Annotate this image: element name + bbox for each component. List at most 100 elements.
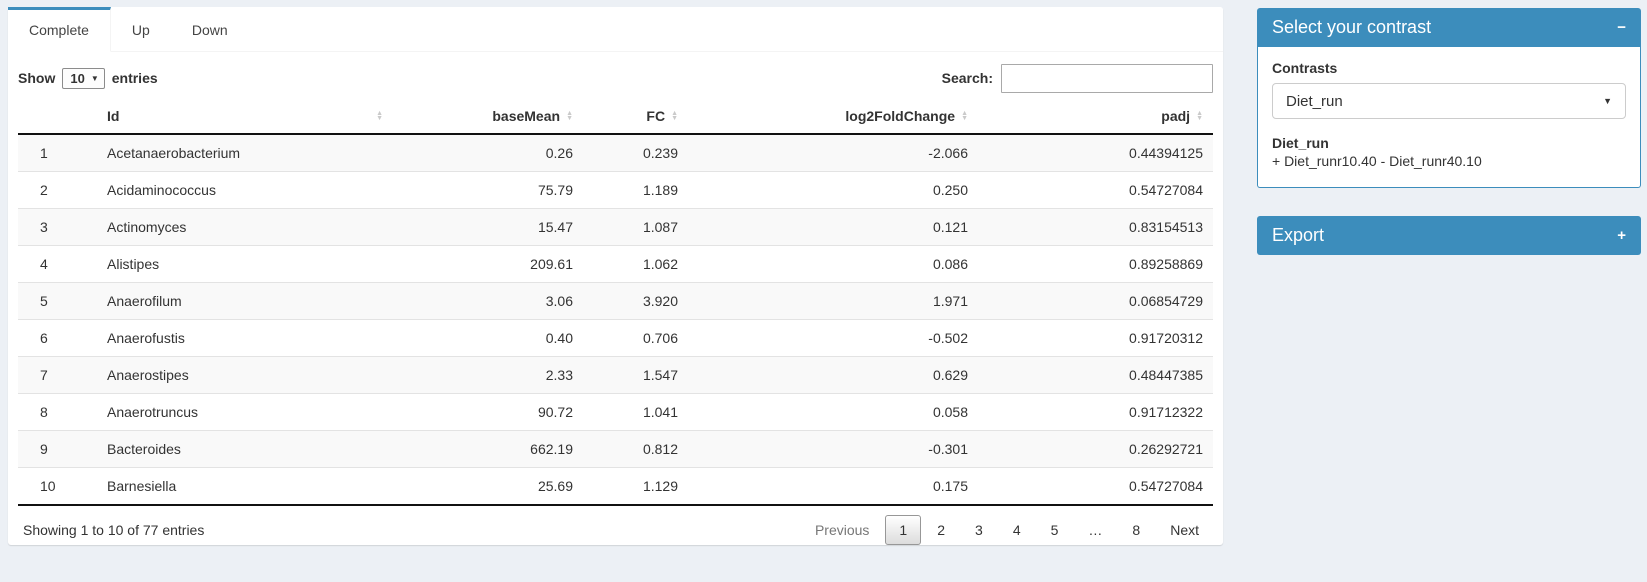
export-panel-header: Export + — [1257, 216, 1641, 255]
page-length-control: Show 10 ▼ entries — [18, 67, 158, 89]
pagination-next[interactable]: Next — [1170, 522, 1199, 538]
cell-fc: 0.239 — [642, 145, 678, 161]
sort-icon: ▲ ▼ — [671, 110, 678, 122]
cell-padj: 0.48447385 — [978, 356, 1213, 394]
cell-log2fc: 0.121 — [688, 208, 978, 246]
header-padj-label: padj — [1161, 108, 1191, 124]
table-row: 4 Alistipes 209.61 1.062 0.086 0.89258869 — [18, 245, 1213, 283]
td-index: 1 — [40, 145, 48, 161]
cell-id: Alistipes — [93, 245, 393, 283]
cell-id: Actinomyces — [93, 208, 393, 246]
table-row: 3 Actinomyces 15.47 1.087 0.121 0.83154513 — [18, 208, 1213, 246]
pagination-page-2[interactable]: 2 — [937, 522, 946, 538]
header-padj[interactable]: padj ▲ ▼ — [978, 99, 1213, 135]
pagination-page-3[interactable]: 3 — [975, 522, 983, 538]
table-body: 1 Acetanaerobacterium 0.26 0.239 -2.066 0.443… — [18, 134, 1213, 505]
cell-id: Acidaminococcus — [93, 171, 393, 209]
search-input[interactable] — [1001, 63, 1213, 93]
cell-basemean: 209.61 — [393, 245, 583, 283]
cell-id: Anaerofilum — [93, 282, 393, 320]
cell-log2fc: 0.175 — [688, 467, 978, 505]
cell-log2fc: -2.066 — [928, 145, 968, 161]
show-label: Show — [18, 70, 56, 86]
cell-log2fc: 0.250 — [688, 171, 978, 209]
pagination-page-4[interactable]: 4 — [1012, 522, 1021, 538]
contrasts-label: Contrasts — [1272, 60, 1338, 76]
results-table: Id ▲ ▼ baseMean ▲ ▼ FC ▲ ▼ — [18, 99, 1213, 506]
export-panel: Export + — [1257, 216, 1641, 255]
cell-log2fc: -0.301 — [688, 430, 978, 468]
cell-padj: 0.83154513 — [978, 208, 1213, 246]
cell-log2fc: 0.629 — [688, 356, 978, 394]
td-index: 3 — [18, 208, 93, 246]
pagination-pages: 1 2 3 4 5 … 8 — [883, 515, 1154, 545]
cell-log2fc: 1.971 — [688, 282, 978, 320]
results-card: Complete Up Down Show 10 ▼ entries Searc… — [8, 7, 1223, 545]
table-row: 5 Anaerofilum 3.06 3.920 1.971 0.06854729 — [18, 282, 1213, 320]
cell-basemean: 0.40 — [393, 319, 583, 357]
header-basemean-label: baseMean — [492, 108, 561, 124]
search-label: Search: — [941, 70, 993, 86]
cell-id: Anaerostipes — [93, 356, 393, 394]
table-info: Showing 1 to 10 of 77 entries — [23, 522, 205, 538]
contrast-panel-title: Select your contrast — [1272, 17, 1432, 37]
tab-up[interactable]: Up — [131, 22, 150, 38]
table-row: 9 Bacteroides 662.19 0.812 -0.301 0.26292721 — [18, 430, 1213, 468]
page-length-value: 10 — [70, 70, 85, 86]
contrast-detail-name: Diet_run — [1272, 135, 1329, 151]
header-log2fc[interactable]: log2FoldChange ▲ ▼ — [688, 99, 978, 135]
td-index: 6 — [18, 319, 93, 357]
results-tabbar: Complete Up Down — [8, 7, 1223, 52]
header-fc[interactable]: FC ▲ ▼ — [583, 99, 688, 135]
table-row: 1 Acetanaerobacterium 0.26 0.239 -2.066 0.443… — [18, 134, 1213, 172]
cell-fc: 1.041 — [583, 393, 688, 431]
expand-icon[interactable]: + — [1617, 227, 1626, 244]
cell-padj: 0.44394125 — [1129, 145, 1203, 161]
contrast-detail-formula: + Diet_runr10.40 - Diet_runr40.10 — [1272, 153, 1482, 169]
table-row: 10 Barnesiella 25.69 1.129 0.175 0.54727084 — [18, 467, 1213, 505]
cell-log2fc: -0.502 — [688, 319, 978, 357]
cell-fc: 0.706 — [583, 319, 688, 357]
pagination-page-1[interactable]: 1 — [885, 515, 922, 545]
table-row: 2 Acidaminococcus 75.79 1.189 0.250 0.5472708… — [18, 171, 1213, 209]
contrast-dropdown[interactable]: Diet_run ▼ — [1272, 83, 1626, 119]
td-index: 10 — [18, 467, 93, 505]
cell-padj: 0.89258869 — [978, 245, 1213, 283]
sort-icon: ▲ ▼ — [566, 110, 573, 122]
header-id[interactable]: Id ▲ ▼ — [93, 99, 393, 135]
cell-basemean: 25.69 — [393, 467, 583, 505]
cell-basemean: 75.79 — [393, 171, 583, 209]
pagination-page-5[interactable]: 5 — [1050, 522, 1059, 538]
cell-basemean: 3.06 — [393, 282, 583, 320]
cell-log2fc: 0.086 — [688, 245, 978, 283]
cell-basemean: 662.19 — [393, 430, 583, 468]
header-id-label: Id — [107, 108, 120, 124]
select-caret-icon: ▼ — [90, 73, 99, 83]
cell-fc: 1.087 — [583, 208, 688, 246]
td-index: 2 — [18, 171, 93, 209]
td-index: 4 — [18, 245, 93, 283]
contrast-detail: Diet_run + Diet_runr10.40 - Diet_runr40.… — [1272, 135, 1626, 169]
page-length-select[interactable]: 10 ▼ — [62, 67, 105, 89]
pagination-page-8[interactable]: 8 — [1132, 522, 1141, 538]
cell-padj: 0.26292721 — [978, 430, 1213, 468]
collapse-icon[interactable]: − — [1617, 19, 1626, 36]
cell-id: Anaerofustis — [93, 319, 393, 357]
cell-fc: 1.547 — [583, 356, 688, 394]
td-index: 5 — [18, 282, 93, 320]
table-row: 7 Anaerostipes 2.33 1.547 0.629 0.48447385 — [18, 356, 1213, 394]
cell-padj: 0.54727084 — [978, 171, 1213, 209]
contrast-panel: Select your contrast − Contrasts Diet_ru… — [1257, 8, 1641, 188]
tab-complete[interactable]: Complete — [8, 7, 111, 52]
cell-basemean: 2.33 — [393, 356, 583, 394]
cell-fc: 1.189 — [583, 171, 688, 209]
cell-id: Barnesiella — [93, 467, 393, 505]
pagination-previous[interactable]: Previous — [814, 522, 870, 538]
sidebar-right: Select your contrast − Contrasts Diet_ru… — [1257, 8, 1641, 283]
header-row-index — [18, 99, 93, 135]
table-container: Show 10 ▼ entries Search: — [8, 52, 1223, 557]
header-log2fc-label: log2FoldChange — [845, 108, 956, 124]
td-index: 8 — [18, 393, 93, 431]
tab-down[interactable]: Down — [191, 22, 228, 38]
header-basemean[interactable]: baseMean ▲ ▼ — [393, 99, 583, 135]
